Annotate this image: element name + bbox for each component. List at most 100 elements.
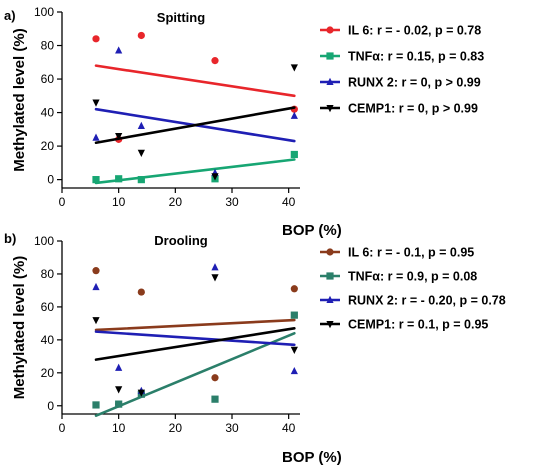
legend-marker xyxy=(326,105,334,113)
data-point xyxy=(92,401,100,409)
y-tick-label: 100 xyxy=(34,234,54,248)
data-point xyxy=(92,267,100,275)
fit-line xyxy=(94,106,296,145)
legend-label: TNFα: r = 0.9, p = 0.08 xyxy=(348,270,477,284)
data-point xyxy=(290,311,298,319)
y-tick-label: 100 xyxy=(34,5,54,19)
legend-entry-2: RUNX 2: r = 0, p > 0.99 xyxy=(320,76,481,90)
data-point xyxy=(92,176,100,184)
data-point xyxy=(115,386,123,394)
legend-marker xyxy=(326,52,334,60)
y-axis-label: Methylated level (%) xyxy=(11,28,28,171)
data-point xyxy=(137,31,145,40)
x-tick-label: 30 xyxy=(225,421,239,435)
data-point xyxy=(92,133,100,141)
data-point xyxy=(211,263,219,271)
y-tick-label: 80 xyxy=(41,267,55,281)
panel-letter: b) xyxy=(4,231,16,246)
series-2 xyxy=(92,263,298,394)
data-point xyxy=(92,282,100,291)
legend-marker xyxy=(326,248,334,256)
data-point xyxy=(290,366,298,375)
y-tick-label: 0 xyxy=(47,173,54,187)
y-tick-label: 20 xyxy=(41,366,55,380)
data-point xyxy=(290,111,298,119)
data-point xyxy=(92,99,100,107)
data-point xyxy=(211,57,219,65)
panel-a: a) Spitting 0 20 40 60 80 100 0 10 20 30 40 Methylate… xyxy=(4,5,484,239)
series-1 xyxy=(92,150,298,185)
x-tick-label: 40 xyxy=(282,195,296,209)
data-point xyxy=(211,274,219,282)
x-tick-label: 10 xyxy=(112,421,126,435)
x-axis-label: BOP (%) xyxy=(282,449,342,466)
legend-entry-0: IL 6: r = - 0.02, p = 0.78 xyxy=(320,24,481,38)
legend-label: IL 6: r = - 0.02, p = 0.78 xyxy=(348,24,481,38)
legend-marker xyxy=(326,272,334,280)
data-point xyxy=(290,150,298,159)
data-point xyxy=(137,149,145,157)
legend-entry-1: TNFα: r = 0.9, p = 0.08 xyxy=(320,270,477,284)
legend-entry-1: TNFα: r = 0.15, p = 0.83 xyxy=(320,50,484,64)
series-3 xyxy=(92,274,298,397)
y-tick-label: 60 xyxy=(41,72,55,86)
data-point xyxy=(137,176,145,184)
legend-marker xyxy=(326,321,334,329)
legend-marker xyxy=(326,295,334,303)
series-0 xyxy=(92,267,298,408)
series-1 xyxy=(92,311,298,417)
x-tick-label: 20 xyxy=(169,421,183,435)
x-tick-label: 20 xyxy=(169,195,183,209)
data-point xyxy=(290,64,298,72)
data-point xyxy=(211,395,219,403)
fit-line xyxy=(94,327,296,361)
y-axis-label: Methylated level (%) xyxy=(11,256,28,399)
data-point xyxy=(115,363,123,371)
data-point xyxy=(92,35,100,43)
series-3 xyxy=(92,64,298,181)
data-point xyxy=(290,346,298,354)
legend-label: RUNX 2: r = 0, p > 0.99 xyxy=(348,76,481,90)
x-tick-label: 40 xyxy=(282,421,296,435)
legend-marker xyxy=(326,26,334,34)
panel-title: Drooling xyxy=(154,233,207,248)
panel-b: b) Drooling 0 20 40 60 80 100 0 10 20 30 40 Methylate… xyxy=(4,231,506,466)
data-point xyxy=(290,285,298,293)
data-point xyxy=(92,317,100,325)
fit-line xyxy=(94,64,296,98)
y-tick-label: 0 xyxy=(47,399,54,413)
fit-line xyxy=(94,158,296,185)
data-point xyxy=(211,173,219,181)
data-point xyxy=(115,133,123,141)
data-point xyxy=(115,46,123,54)
fit-line xyxy=(94,330,296,347)
data-point xyxy=(137,389,145,397)
y-tick-label: 40 xyxy=(41,106,55,120)
data-point xyxy=(115,175,123,183)
x-axis-label: BOP (%) xyxy=(282,222,342,239)
legend-marker xyxy=(326,77,334,85)
y-tick-label: 20 xyxy=(41,139,55,153)
legend-label: CEMP1: r = 0, p > 0.99 xyxy=(348,102,478,116)
x-tick-label: 0 xyxy=(59,195,66,209)
panel-letter: a) xyxy=(4,8,16,23)
x-tick-label: 30 xyxy=(225,195,239,209)
legend-label: TNFα: r = 0.15, p = 0.83 xyxy=(348,50,484,64)
fit-line xyxy=(94,331,296,417)
legend-label: IL 6: r = - 0.1, p = 0.95 xyxy=(348,246,474,260)
panel-title: Spitting xyxy=(157,10,205,25)
y-tick-label: 60 xyxy=(41,300,55,314)
legend-entry-3: CEMP1: r = 0.1, p = 0.95 xyxy=(320,318,488,332)
fit-line xyxy=(94,318,296,332)
legend-label: RUNX 2: r = - 0.20, p = 0.78 xyxy=(348,294,506,308)
data-point xyxy=(115,400,123,408)
data-point xyxy=(137,121,145,129)
legend-entry-2: RUNX 2: r = - 0.20, p = 0.78 xyxy=(320,294,506,308)
y-tick-label: 80 xyxy=(41,39,55,53)
x-tick-label: 10 xyxy=(112,195,126,209)
legend-entry-3: CEMP1: r = 0, p > 0.99 xyxy=(320,102,478,116)
y-tick-label: 40 xyxy=(41,333,55,347)
data-point xyxy=(211,374,219,382)
data-point xyxy=(137,288,145,296)
